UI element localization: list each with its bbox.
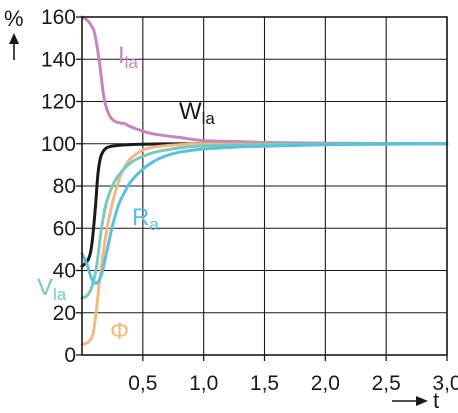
x-tick-label-2: 1,5 <box>250 372 279 395</box>
series-labels: Ila Wla Φ Vla Ra <box>37 42 215 345</box>
x-axis-label: t <box>433 388 439 413</box>
x-tick-label-4: 2,5 <box>372 372 401 395</box>
y-tick-label-5: 100 <box>41 133 76 156</box>
y-tick-label-1: 20 <box>53 302 76 325</box>
x-tick-label-0: 0,5 <box>128 372 157 395</box>
x-tick-label-5: 3,0 <box>432 372 458 395</box>
series-label-ra: Ra <box>132 204 159 234</box>
series-line-ra <box>80 142 449 285</box>
y-tick-label-8: 160 <box>41 6 76 29</box>
tick-labels: 0,5 1,0 1,5 2,0 2,5 3,0 0 20 40 60 80 100 120 140 160 <box>41 6 458 395</box>
series-line-phi <box>80 142 449 346</box>
series-label-phi: Φ <box>110 318 129 345</box>
y-axis-arrow <box>9 33 19 60</box>
y-axis-label: % <box>4 6 24 31</box>
y-tick-label-0: 0 <box>64 344 76 367</box>
y-tick-label-2: 40 <box>53 260 76 283</box>
series-label-vla: Vla <box>37 274 67 304</box>
x-tick-label-3: 2,0 <box>311 372 340 395</box>
x-tick-label-1: 1,0 <box>189 372 218 395</box>
y-tick-label-3: 60 <box>53 217 76 240</box>
y-tick-label-4: 80 <box>53 175 76 198</box>
series-layer <box>80 15 449 346</box>
series-label-wla: Wla <box>179 98 215 128</box>
x-axis-arrow <box>392 396 428 406</box>
series-line-vla <box>80 142 449 300</box>
y-tick-label-7: 140 <box>41 48 76 71</box>
series-label-ila: Ila <box>118 42 138 72</box>
y-tick-label-6: 120 <box>41 91 76 114</box>
